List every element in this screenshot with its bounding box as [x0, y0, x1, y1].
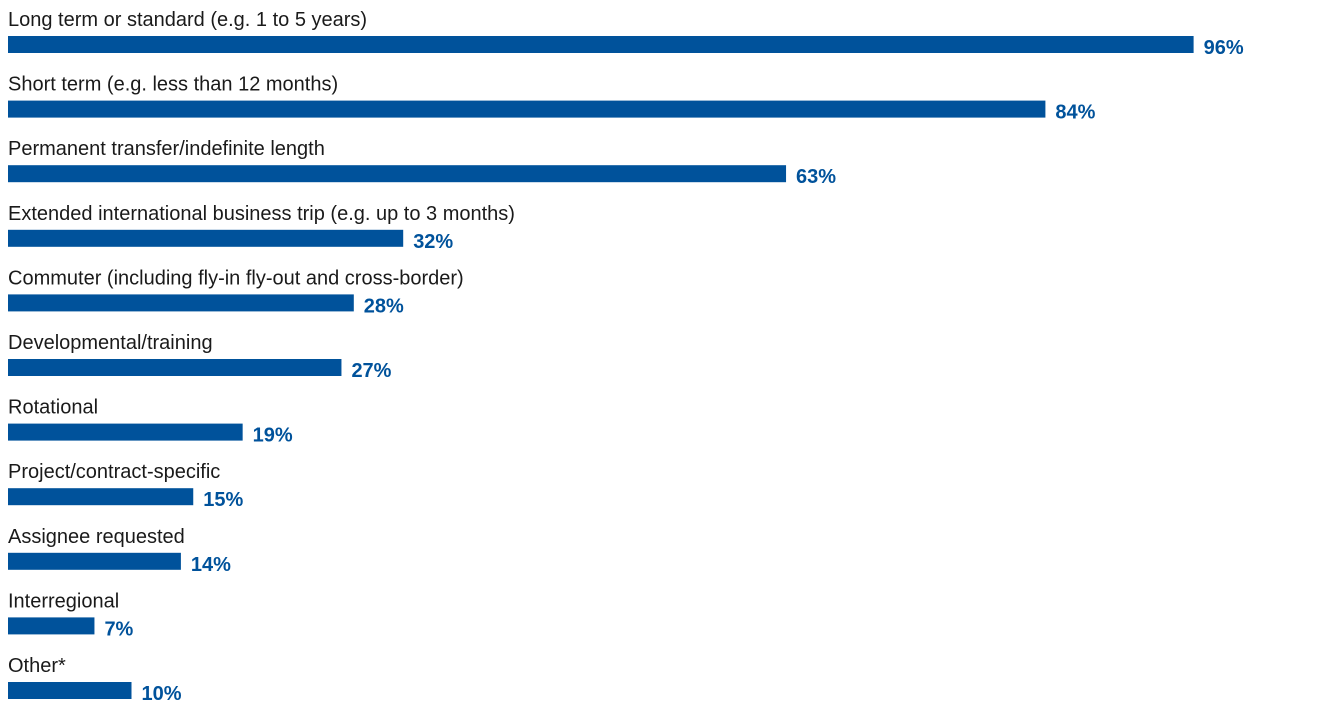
value-label: 19%: [253, 425, 293, 447]
bar: [8, 682, 132, 699]
category-label: Long term or standard (e.g. 1 to 5 years…: [8, 9, 367, 31]
value-label: 14%: [191, 554, 231, 576]
category-label: Short term (e.g. less than 12 months): [8, 74, 338, 96]
category-label: Other*: [8, 655, 66, 677]
category-label: Extended international business trip (e.…: [8, 203, 515, 225]
value-label: 84%: [1055, 102, 1095, 124]
bar: [8, 294, 354, 312]
bar: [8, 552, 181, 570]
category-label: Developmental/training: [8, 332, 213, 354]
chart-rows: Long term or standard (e.g. 1 to 5 years…: [8, 9, 1244, 705]
bar: [8, 423, 243, 441]
bar: [8, 36, 1194, 53]
value-label: 96%: [1204, 37, 1244, 59]
value-label: 15%: [203, 489, 243, 511]
bar: [8, 100, 1046, 118]
category-label: Rotational: [8, 397, 98, 419]
category-label: Assignee requested: [8, 526, 185, 548]
value-label: 28%: [364, 295, 404, 317]
category-label: Project/contract-specific: [8, 461, 220, 483]
value-label: 32%: [413, 231, 453, 253]
category-label: Interregional: [8, 590, 119, 612]
bar: [8, 165, 787, 183]
value-label: 63%: [796, 166, 836, 188]
value-label: 7%: [104, 618, 133, 640]
category-label: Permanent transfer/indefinite length: [8, 138, 325, 160]
value-label: 10%: [142, 683, 182, 705]
bar: [8, 359, 342, 376]
category-label: Commuter (including fly-in fly-out and c…: [8, 267, 464, 289]
bar: [8, 617, 95, 635]
bar: [8, 488, 194, 506]
bar: [8, 229, 404, 247]
value-label: 27%: [351, 360, 391, 382]
